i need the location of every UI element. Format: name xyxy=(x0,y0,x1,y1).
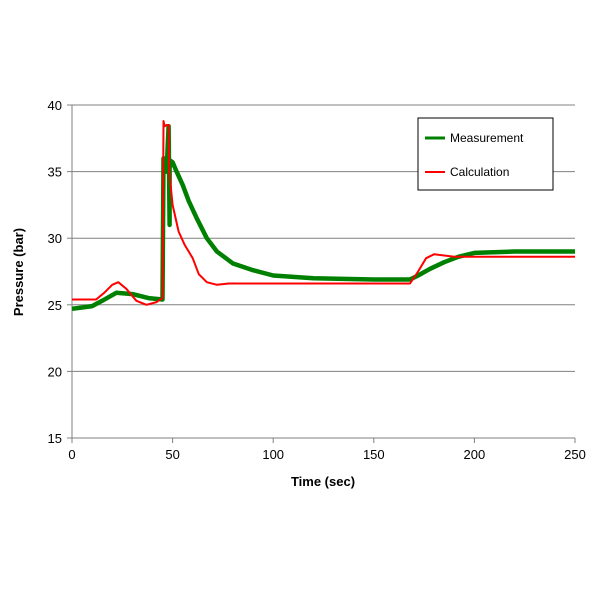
series-line-calculation xyxy=(72,120,575,306)
x-tick-label: 250 xyxy=(564,447,586,462)
y-tick-label: 40 xyxy=(48,98,62,113)
x-tick-label: 0 xyxy=(68,447,75,462)
y-tick-label: 15 xyxy=(48,431,62,446)
series-lines xyxy=(71,120,575,312)
y-tick-label: 20 xyxy=(48,364,62,379)
y-axis-label: Pressure (bar) xyxy=(11,228,26,316)
legend-label-calculation: Calculation xyxy=(450,165,509,179)
x-tick-label: 200 xyxy=(464,447,486,462)
x-axis-label: Time (sec) xyxy=(291,474,355,489)
x-tick-label: 150 xyxy=(363,447,385,462)
y-tick-label: 35 xyxy=(48,165,62,180)
x-tick-label: 100 xyxy=(262,447,284,462)
legend-box xyxy=(417,117,554,191)
y-tick-label: 30 xyxy=(48,231,62,246)
x-tick-label: 50 xyxy=(165,447,179,462)
x-tick-labels: 0 50 100 150 200 250 xyxy=(68,447,585,462)
axes xyxy=(67,104,576,443)
legend: Measurement Calculation xyxy=(417,117,554,191)
legend-label-measurement: Measurement xyxy=(450,131,524,145)
series-line-measurement xyxy=(71,124,575,312)
y-tick-label: 25 xyxy=(48,298,62,313)
y-tick-labels: 15 20 25 30 35 40 xyxy=(48,98,62,446)
